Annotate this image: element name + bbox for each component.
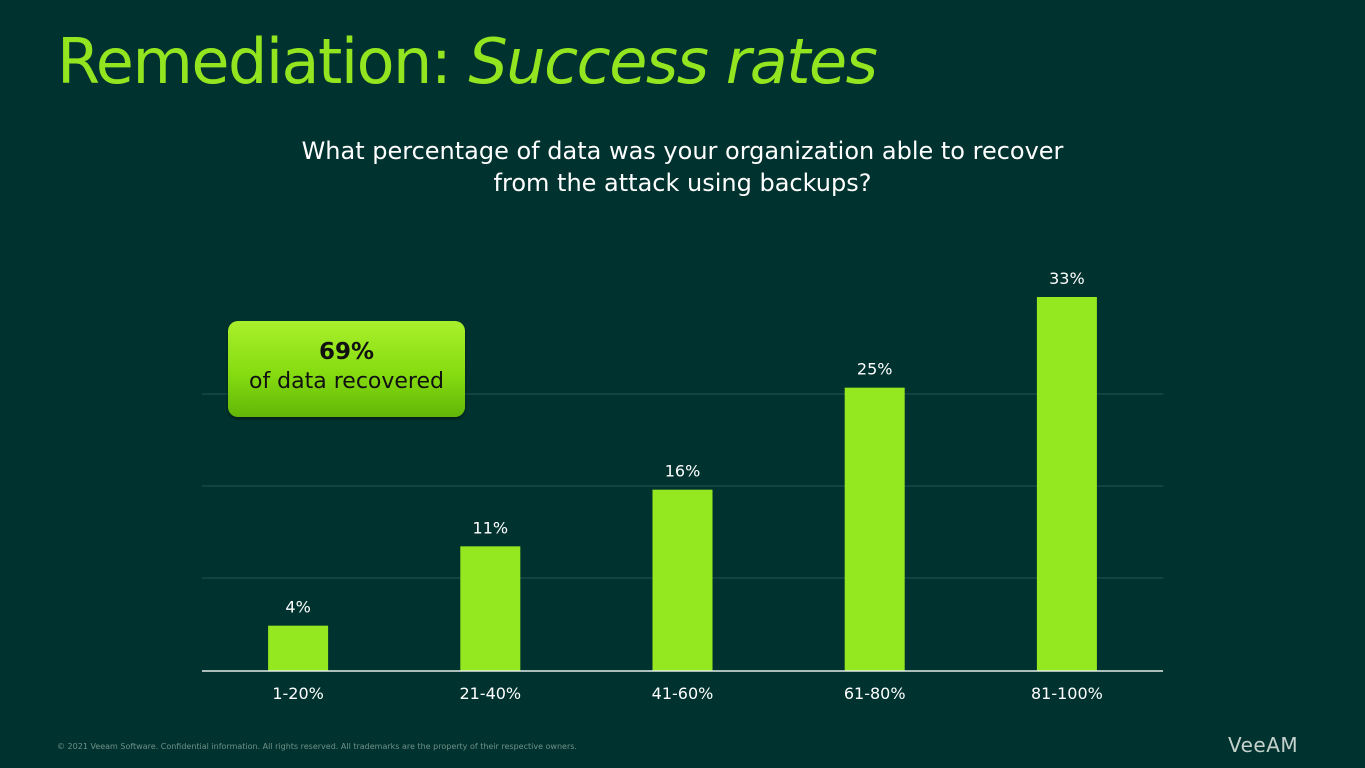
- data-label-1: 4%: [285, 598, 310, 617]
- bar-3: [652, 489, 713, 671]
- slide-title: Remediation: Success rates: [57, 25, 878, 98]
- title-main: Remediation:: [57, 25, 469, 98]
- veeam-logo: VeeAM: [1228, 733, 1299, 757]
- data-label-5: 33%: [1049, 269, 1085, 288]
- callout-label: of data recovered: [248, 369, 444, 394]
- bar-1: [268, 625, 329, 671]
- question-line-1: What percentage of data was your organiz…: [301, 137, 1064, 165]
- title-emphasis: Success rates: [468, 25, 878, 98]
- bar-4: [844, 387, 905, 671]
- x-tick-label-1: 1-20%: [272, 684, 324, 703]
- x-tick-label-4: 61-80%: [844, 684, 906, 703]
- bar-2: [460, 546, 521, 671]
- x-tick-label-3: 41-60%: [652, 684, 714, 703]
- data-label-4: 25%: [857, 360, 893, 379]
- callout-value: 69%: [318, 339, 375, 365]
- bar-5: [1036, 297, 1097, 671]
- question-line-2: from the attack using backups?: [493, 169, 872, 197]
- x-tick-label-2: 21-40%: [459, 684, 521, 703]
- recovered-callout: 69% of data recovered: [228, 321, 465, 417]
- data-label-2: 11%: [473, 518, 509, 537]
- copyright-footer: © 2021 Veeam Software. Confidential info…: [57, 742, 577, 751]
- x-tick-label-5: 81-100%: [1031, 684, 1103, 703]
- chart-question: What percentage of data was your organiz…: [0, 135, 1365, 199]
- data-label-3: 16%: [665, 462, 701, 481]
